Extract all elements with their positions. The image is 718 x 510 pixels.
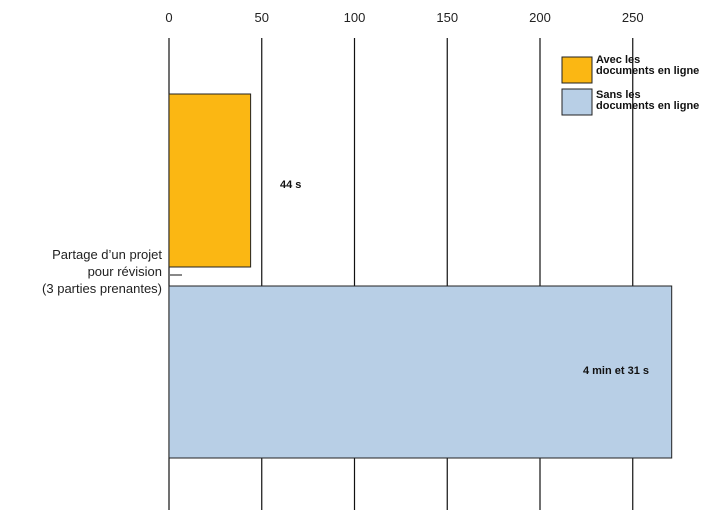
x-axis-ticks: 0 50 100 150 200 250 — [165, 10, 643, 25]
x-tick-label: 100 — [344, 10, 366, 25]
bar-with-online-docs — [168, 93, 252, 268]
x-tick-label: 50 — [255, 10, 269, 25]
legend-swatch — [561, 56, 593, 84]
value-label: 4 min et 31 s — [583, 365, 649, 377]
x-tick-label: 0 — [165, 10, 172, 25]
value-label: 44 s — [280, 179, 301, 191]
legend-label: Sans les documents en ligne — [596, 89, 699, 112]
category-labels: Partage d’un projet pour révision (3 parti… — [42, 247, 182, 296]
x-tick-label: 150 — [436, 10, 458, 25]
legend: Avec les documents en ligne Sans les docume… — [561, 54, 699, 116]
x-tick-label: 200 — [529, 10, 551, 25]
value-labels: 44 s 4 min et 31 s — [280, 179, 649, 377]
legend-swatch — [561, 88, 593, 116]
bar-without-online-docs — [168, 285, 673, 459]
bars — [168, 93, 673, 459]
category-label: Partage d’un projet pour révision (3 parti… — [42, 247, 162, 296]
legend-label: Avec les documents en ligne — [596, 54, 699, 77]
x-tick-label: 250 — [622, 10, 644, 25]
